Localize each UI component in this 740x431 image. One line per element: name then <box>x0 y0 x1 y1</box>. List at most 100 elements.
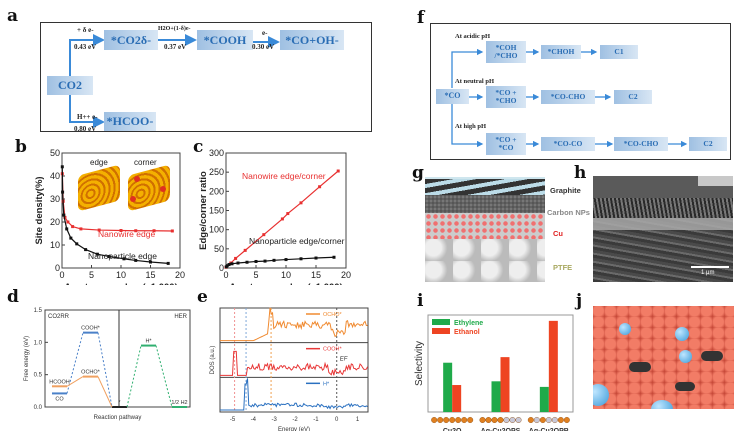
y-axis-label: Selectivity <box>414 341 425 386</box>
x-tick-label: -5 <box>230 417 236 423</box>
legend-swatch <box>432 328 450 334</box>
row-label-high: At high pH <box>455 123 487 130</box>
ag-atom <box>675 327 689 341</box>
atom-sphere <box>443 416 450 423</box>
y-tick-label: 1.0 <box>34 340 43 346</box>
data-point <box>227 263 231 267</box>
data-point <box>225 264 229 268</box>
data-point <box>134 258 138 262</box>
chart-i: Selectivity Cu2O Ag-Cu2OPS Ag-Cu2OPB Ethylen… <box>414 314 574 431</box>
node-acidic-3: C1 <box>600 45 638 59</box>
category-label: Cu2O <box>443 428 462 431</box>
data-point <box>69 236 73 240</box>
data-point <box>71 225 75 229</box>
atom-sphere <box>533 416 540 423</box>
x-tick-label: 15 <box>145 270 155 280</box>
gde-schematic <box>425 177 545 282</box>
level-label: CO <box>55 396 64 402</box>
data-point <box>234 256 238 260</box>
series-line-nanoparticle-edge-corner <box>225 256 335 268</box>
data-point <box>75 242 79 246</box>
y-axis-label: Free energy (eV) <box>24 336 30 381</box>
corner-atom <box>160 186 166 192</box>
pathway-connector <box>66 332 84 394</box>
node-high-4: C2 <box>689 137 727 151</box>
series-label: Nanoparticle edge <box>88 251 157 261</box>
atom-sphere <box>527 416 534 423</box>
data-point <box>236 261 240 265</box>
atom-sphere <box>563 416 570 423</box>
y-tick-label: 30 <box>50 194 60 204</box>
cu-ag-surface-render <box>593 306 734 409</box>
plot-frame <box>219 307 369 413</box>
category-label: Ag-Cu2OPS <box>481 428 521 431</box>
node-cooh: *COOH <box>197 30 253 50</box>
label-carbon-nps: Carbon NPs <box>547 208 590 217</box>
data-point <box>286 212 290 216</box>
step-energy: 0.37 eV <box>164 43 187 51</box>
data-point <box>272 258 276 262</box>
panel-label-e: e <box>197 287 208 307</box>
corner-atom <box>130 196 136 202</box>
y-axis-label: Site density(%) <box>34 176 45 244</box>
atom-sphere <box>497 416 504 423</box>
y-tick-label: 20 <box>50 217 60 227</box>
label-ptfe: PTFE <box>553 263 573 272</box>
pathway-connector <box>66 376 84 387</box>
panel-label-a: a <box>7 6 19 26</box>
x-tick-label: 10 <box>281 270 291 280</box>
data-point <box>66 220 70 224</box>
pathway-connector <box>97 332 113 408</box>
level-label: COOH* <box>81 326 101 332</box>
y-tick-label: 10 <box>50 240 60 250</box>
data-point <box>299 257 303 261</box>
x-axis-label: Reaction pathway <box>94 415 142 421</box>
data-point <box>63 215 67 219</box>
inset-label-corner: corner <box>134 158 157 167</box>
legend-swatch <box>432 319 450 325</box>
cu-layer <box>425 213 545 243</box>
x-tick-label: 1 <box>356 417 360 423</box>
node-co: *CO <box>436 89 469 104</box>
atom-sphere <box>557 416 564 423</box>
legend-label: Ethanol <box>454 329 480 336</box>
step-label: e- <box>262 29 268 37</box>
x-axis-label: Energy (eV) <box>278 427 310 431</box>
pathway-connector <box>126 345 142 408</box>
y-tick-label: 250 <box>209 167 224 177</box>
y-tick-label: 0.0 <box>34 405 43 411</box>
x-tick-label: 0 <box>59 270 64 280</box>
atom-sphere <box>467 416 474 423</box>
x-tick-label: 20 <box>341 270 351 280</box>
data-point <box>284 258 288 262</box>
legend-label: OCHO* <box>323 312 343 318</box>
x-tick-label: -2 <box>292 417 298 423</box>
step-energy: 0.43 eV <box>74 43 97 51</box>
molecule <box>701 351 723 361</box>
molecule <box>629 362 651 372</box>
node-high-2: *CO-CO <box>541 137 595 151</box>
label-cu: Cu <box>553 229 563 238</box>
arrow <box>69 95 105 128</box>
bar-ethanol <box>452 385 462 412</box>
panel-label-j: j <box>576 291 583 311</box>
sem-image: 1 μm <box>593 176 733 282</box>
data-point <box>95 252 99 256</box>
carbon-np-layer <box>425 195 545 215</box>
ag-atom <box>619 323 631 335</box>
data-point <box>84 248 88 252</box>
series-label: Nanowire edge <box>98 229 155 239</box>
data-point <box>149 260 152 264</box>
x-tick-label: 15 <box>311 270 321 280</box>
y-tick-label: 0 <box>219 263 224 273</box>
ag-atom <box>679 350 692 363</box>
node-high-3: *CO-CHO <box>614 137 668 151</box>
x-tick-label: 0 <box>335 417 339 423</box>
data-point <box>62 213 66 217</box>
bar-ethylene <box>539 386 549 412</box>
atom-sphere <box>503 416 510 423</box>
step-label: H++ e- <box>77 113 98 121</box>
data-point <box>152 229 156 233</box>
bar-ethanol <box>548 320 558 412</box>
step-label: + δ e- <box>77 26 94 34</box>
